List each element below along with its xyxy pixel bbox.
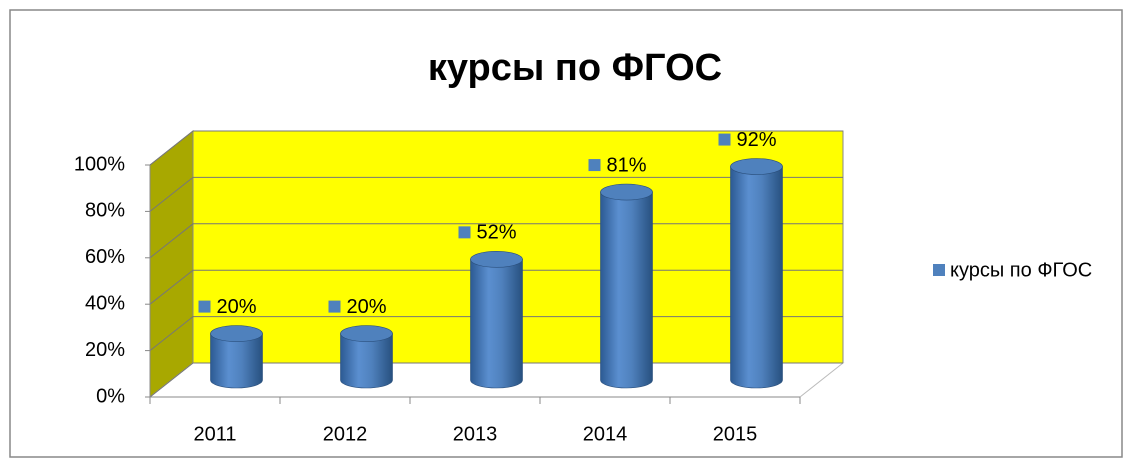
cylinder-body: [470, 259, 523, 389]
cylinder: [470, 251, 523, 389]
cylinder-body: [210, 333, 263, 389]
x-tick-label: 2014: [583, 423, 628, 445]
value-label-marker: [588, 159, 601, 172]
value-label: 20%: [217, 296, 257, 318]
cylinder-top: [470, 251, 523, 268]
cylinder: [600, 183, 653, 389]
cylinder-body: [340, 333, 393, 389]
x-tick-label: 2013: [453, 423, 498, 445]
cylinder-body: [730, 166, 783, 389]
y-tick-label: 100%: [74, 153, 125, 175]
cylinder: [210, 325, 263, 389]
cylinder-body: [600, 191, 653, 389]
value-label: 20%: [347, 296, 387, 318]
legend-marker: [933, 264, 945, 276]
value-label: 92%: [737, 129, 777, 151]
chart-title: курсы по ФГОС: [428, 47, 722, 89]
value-label-marker: [718, 133, 731, 146]
cylinder-top: [730, 158, 783, 175]
value-label-marker: [198, 300, 211, 313]
cylinder-top: [340, 325, 393, 342]
x-tick-label: 2011: [193, 423, 236, 445]
x-tick-label: 2012: [323, 423, 368, 445]
grid-line: [149, 130, 843, 166]
y-tick-label: 20%: [85, 339, 125, 361]
legend-label: курсы по ФГОС: [950, 259, 1092, 281]
cylinder: [340, 325, 393, 389]
value-label: 81%: [607, 154, 647, 176]
side-wall: [149, 129, 194, 399]
value-label-marker: [458, 226, 471, 239]
value-label: 52%: [477, 222, 517, 244]
cylinder-top: [210, 325, 263, 342]
y-tick-label: 60%: [85, 246, 125, 268]
cylinder: [730, 158, 783, 389]
value-label-marker: [328, 300, 341, 313]
y-tick-label: 0%: [96, 385, 125, 407]
grid-line: [149, 176, 843, 212]
x-tick-label: 2015: [713, 423, 758, 445]
y-tick-label: 40%: [85, 292, 125, 314]
y-tick-label: 80%: [85, 200, 125, 222]
cylinder-top: [600, 183, 653, 201]
